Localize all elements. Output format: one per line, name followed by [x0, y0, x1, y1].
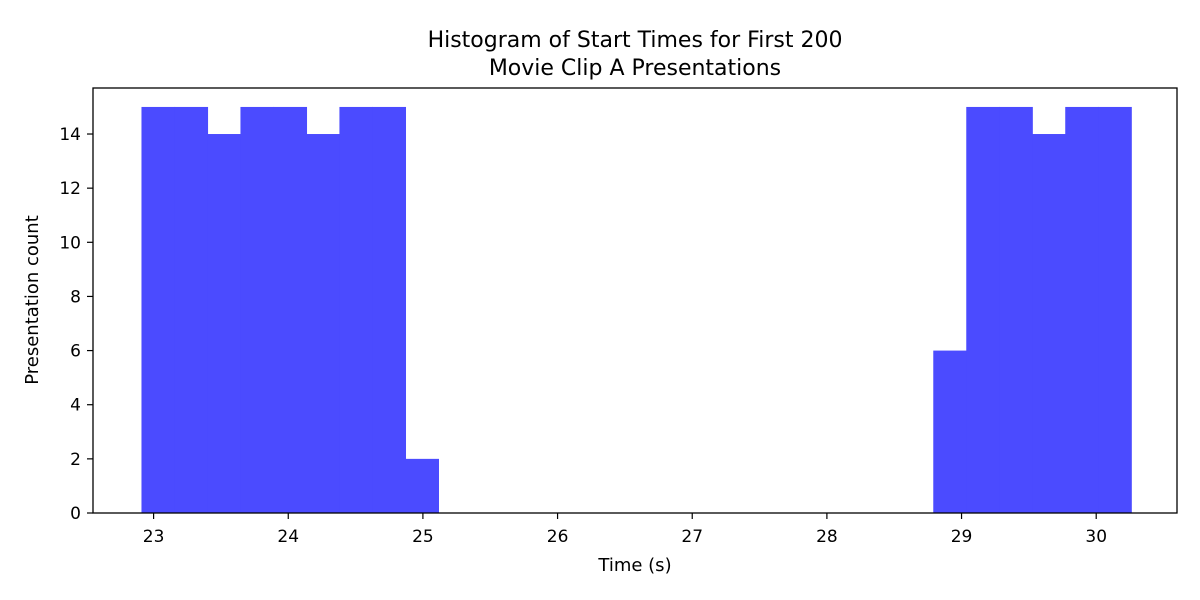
bars-group: [141, 106, 1132, 514]
histogram-bar: [240, 106, 275, 514]
chart-title-line-1: Histogram of Start Times for First 200: [428, 28, 843, 53]
y-tick-label: 2: [70, 450, 81, 470]
x-tick-label: 23: [143, 527, 165, 547]
histogram-bar: [933, 350, 967, 513]
x-axis-label: Time (s): [597, 555, 671, 576]
x-tick-label: 24: [277, 527, 299, 547]
y-axis-label: Presentation count: [22, 215, 43, 385]
histogram-bar: [1032, 134, 1066, 513]
y-tick-label: 8: [70, 287, 81, 307]
y-tick-label: 6: [70, 342, 81, 362]
x-tick-label: 29: [951, 527, 973, 547]
histogram-bar: [339, 106, 374, 514]
y-tick-label: 0: [70, 504, 81, 524]
histogram-bar: [273, 106, 308, 514]
histogram-bar: [306, 134, 341, 513]
plot-frame: [92, 87, 1178, 514]
histogram-bar: [207, 134, 242, 513]
histogram-bar: [405, 458, 439, 513]
y-tick-label: 10: [59, 233, 81, 253]
x-axis-ticks: 23 24 25 26 27 28 29 30: [143, 513, 1107, 547]
histogram-bar: [174, 106, 209, 514]
histogram-bar: [1098, 106, 1132, 514]
x-tick-label: 30: [1085, 527, 1107, 547]
y-tick-label: 4: [70, 396, 81, 416]
y-tick-label: 14: [59, 125, 81, 145]
chart-title-line-2: Movie Clip A Presentations: [489, 56, 781, 81]
x-tick-label: 28: [816, 527, 838, 547]
histogram-bar: [966, 106, 1000, 514]
histogram-bar: [372, 106, 407, 514]
histogram-bar: [1065, 106, 1099, 514]
x-tick-label: 26: [547, 527, 569, 547]
x-tick-label: 27: [681, 527, 703, 547]
y-tick-label: 12: [59, 179, 81, 199]
histogram-bar: [141, 106, 176, 514]
y-axis-ticks: 0 2 4 6 8 10 12 14: [59, 125, 93, 524]
x-tick-label: 25: [412, 527, 434, 547]
histogram-bar: [999, 106, 1033, 514]
